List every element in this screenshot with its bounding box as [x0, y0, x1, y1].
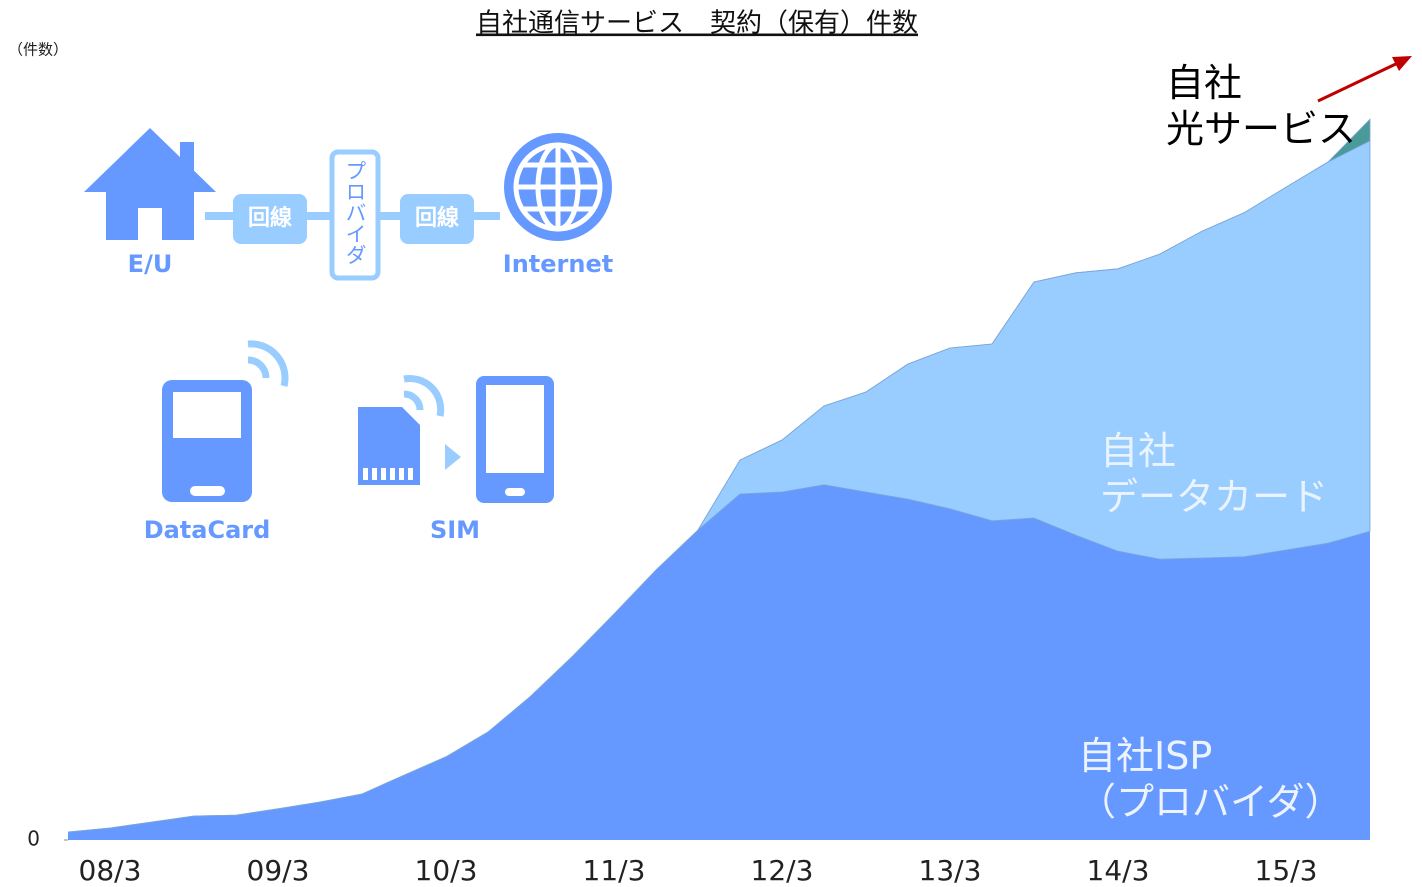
house-body — [106, 188, 194, 240]
arrow-head — [1392, 56, 1412, 71]
x-tick-label: 08/3 — [79, 854, 142, 887]
arrow-line — [1317, 60, 1401, 103]
x-tick-label: 09/3 — [247, 854, 310, 887]
illustration-label: Internet — [503, 250, 613, 278]
datacard-slot — [190, 486, 225, 496]
arrow — [1317, 56, 1412, 103]
sim-card — [358, 407, 420, 485]
wifi — [247, 340, 445, 417]
illustration-label: E/U — [128, 250, 173, 278]
x-tick-label: 10/3 — [415, 854, 478, 887]
x-tick-label: 13/3 — [919, 854, 982, 887]
illustration-label: SIM — [430, 516, 480, 544]
chart-title: 自社通信サービス 契約（保有）件数 — [476, 9, 918, 39]
x-tick-label: 15/3 — [1255, 854, 1318, 887]
y-unit: （件数） — [8, 41, 68, 59]
area — [68, 484, 1370, 840]
house-roof — [84, 128, 216, 192]
area-label: 自社 光サービス — [1166, 61, 1357, 151]
area — [67, 118, 1371, 833]
illustration-label: DataCard — [144, 516, 271, 544]
x-tick-label: 12/3 — [751, 854, 814, 887]
sim-arrow — [445, 444, 461, 470]
globe-lines — [513, 142, 603, 232]
plot — [67, 118, 1371, 840]
illustration-label: 回線 — [248, 205, 292, 231]
x-tick-label: 11/3 — [583, 854, 646, 887]
illustration: E/U 回線 プロバイダ 回線 Internet DataCard SIM — [84, 128, 613, 544]
x-tick-label: 14/3 — [1087, 854, 1150, 887]
phone-button — [505, 488, 525, 496]
area-label: 自社 データカード — [1100, 429, 1329, 519]
sim-pins — [363, 468, 413, 480]
line-box — [400, 194, 474, 244]
area-label: 自社ISP （プロバイダ） — [1078, 734, 1343, 824]
phone-screen — [486, 385, 544, 473]
illustration-label: プロバイダ — [343, 160, 367, 265]
y-tick-label: 0 — [27, 827, 40, 851]
illustration-label: 回線 — [415, 205, 459, 231]
datacard-screen — [173, 392, 241, 438]
line-box — [233, 194, 307, 244]
house-chimney — [180, 142, 194, 176]
provider-box — [329, 149, 381, 281]
